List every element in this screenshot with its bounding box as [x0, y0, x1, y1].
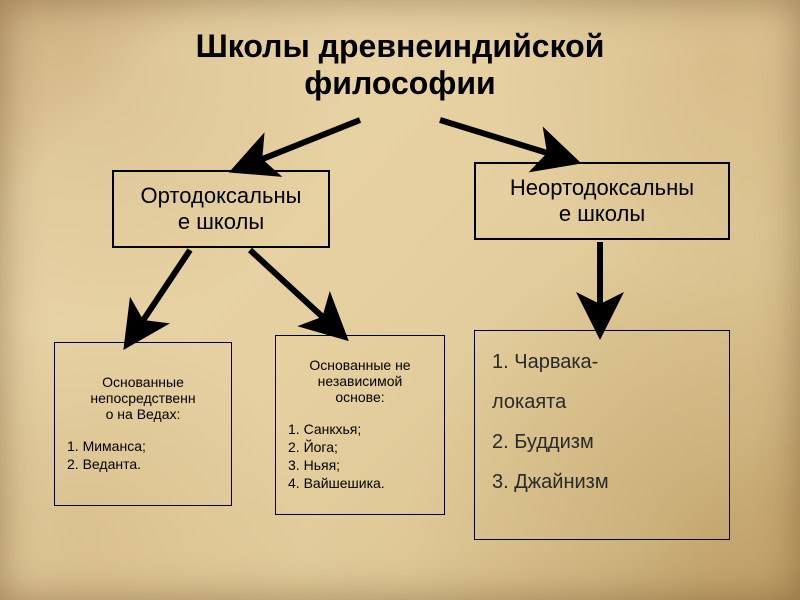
list-item: Вайшешика.: [288, 475, 436, 491]
list-item: Миманса;: [67, 438, 223, 454]
title-to-heterodox: [440, 120, 570, 160]
title-to-orthodox: [240, 120, 360, 168]
orthodox-to-vedas: [130, 250, 190, 340]
list-item: 3. Джайнизм: [492, 462, 609, 502]
orthodox-label-l2: е школы: [178, 209, 264, 235]
heterodox-list: 1. Чарвака- локаята2. Буддизм3. Джайнизм: [492, 342, 609, 502]
list-item: Йога;: [288, 439, 436, 455]
list-item: локаята: [492, 382, 609, 422]
vedas-title: Основанные непосредственн о на Ведах:: [63, 374, 223, 422]
heterodox-schools-box: Неортодоксальны е школы: [474, 162, 730, 240]
list-item: Веданта.: [67, 456, 223, 472]
orthodox-to-indep: [250, 250, 340, 333]
orthodox-label-l1: Ортодоксальны: [141, 183, 302, 209]
heterodox-label-l1: Неортодоксальны: [510, 175, 694, 201]
heterodox-label-l2: е школы: [559, 201, 645, 227]
list-item: Санкхья;: [288, 421, 436, 437]
vedas-list: Миманса; Веданта.: [63, 438, 223, 472]
independent-basis-box: Основанные не независимой основе: Санкхь…: [275, 335, 445, 515]
list-item: 1. Чарвака-: [492, 342, 609, 382]
vedas-based-box: Основанные непосредственн о на Ведах: Ми…: [54, 342, 232, 506]
list-item: Ньяя;: [288, 457, 436, 473]
indep-list: Санкхья; Йога; Ньяя; Вайшешика.: [284, 421, 436, 491]
indep-title: Основанные не независимой основе:: [284, 357, 436, 405]
orthodox-schools-box: Ортодоксальны е школы: [112, 170, 330, 248]
list-item: 2. Буддизм: [492, 422, 609, 462]
